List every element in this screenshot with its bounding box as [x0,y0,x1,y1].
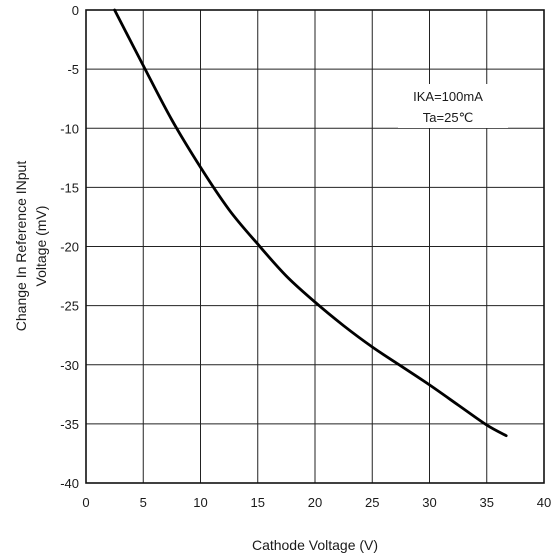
y-tick-labels: 0 -5 -10 -15 -20 -25 -30 -35 -40 [60,3,79,491]
x-tick-labels: 0 5 10 15 20 25 30 35 40 [82,495,551,510]
y-tick-label: -20 [60,240,79,255]
y-tick-label: -30 [60,358,79,373]
y-axis-label-line2: Voltage (mV) [33,206,49,287]
y-axis-label-line1: Change In Reference INput [13,161,29,332]
plot-frame [85,9,545,484]
series-line [113,8,508,438]
y-tick-label: -25 [60,299,79,314]
x-tick-label: 40 [537,495,551,510]
y-tick-label: -5 [67,62,79,77]
y-tick-label: -10 [60,121,79,136]
annotation-background [398,84,508,128]
grid-lines [86,10,544,483]
x-tick-label: 25 [365,495,379,510]
x-axis-label: Cathode Voltage (V) [252,537,378,553]
annotation-ika: IKA=100mA [413,89,483,104]
annotation-ta: Ta=25℃ [423,110,473,125]
y-tick-label: -15 [60,180,79,195]
y-tick-label: -35 [60,417,79,432]
x-tick-label: 30 [422,495,436,510]
x-tick-label: 0 [82,495,89,510]
x-tick-label: 20 [308,495,322,510]
x-tick-label: 5 [140,495,147,510]
x-tick-label: 15 [251,495,265,510]
y-tick-label: -40 [60,476,79,491]
x-tick-label: 10 [193,495,207,510]
x-tick-label: 35 [480,495,494,510]
y-tick-label: 0 [72,3,79,18]
